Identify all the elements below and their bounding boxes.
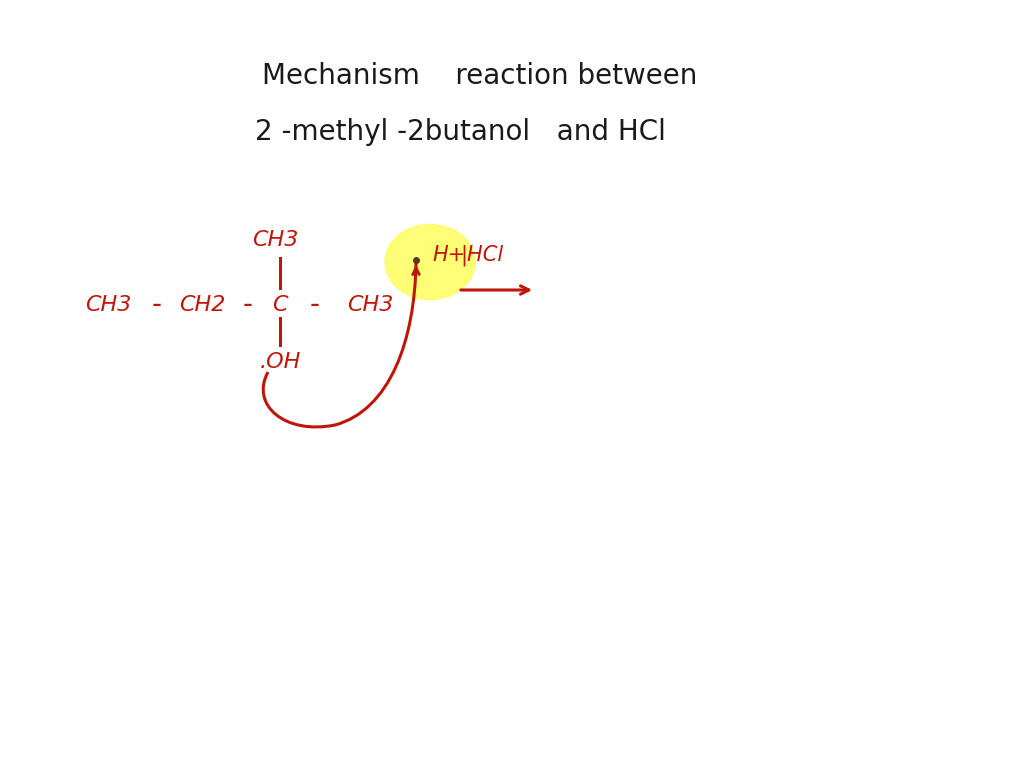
Text: CH3: CH3	[85, 295, 131, 315]
Text: .OH: .OH	[259, 352, 301, 372]
Text: -: -	[310, 291, 319, 319]
Text: CH2: CH2	[179, 295, 225, 315]
Text: Mechanism    reaction between: Mechanism reaction between	[262, 62, 697, 90]
Text: CH3: CH3	[252, 230, 298, 250]
Text: -: -	[152, 291, 162, 319]
Ellipse shape	[385, 224, 475, 300]
Text: H+: H+	[432, 245, 465, 265]
Text: -: -	[243, 291, 253, 319]
Text: |HCl: |HCl	[460, 244, 503, 266]
Text: 2 -methyl -2butanol   and HCl: 2 -methyl -2butanol and HCl	[255, 118, 666, 146]
Text: C: C	[272, 295, 288, 315]
Text: CH3: CH3	[347, 295, 393, 315]
